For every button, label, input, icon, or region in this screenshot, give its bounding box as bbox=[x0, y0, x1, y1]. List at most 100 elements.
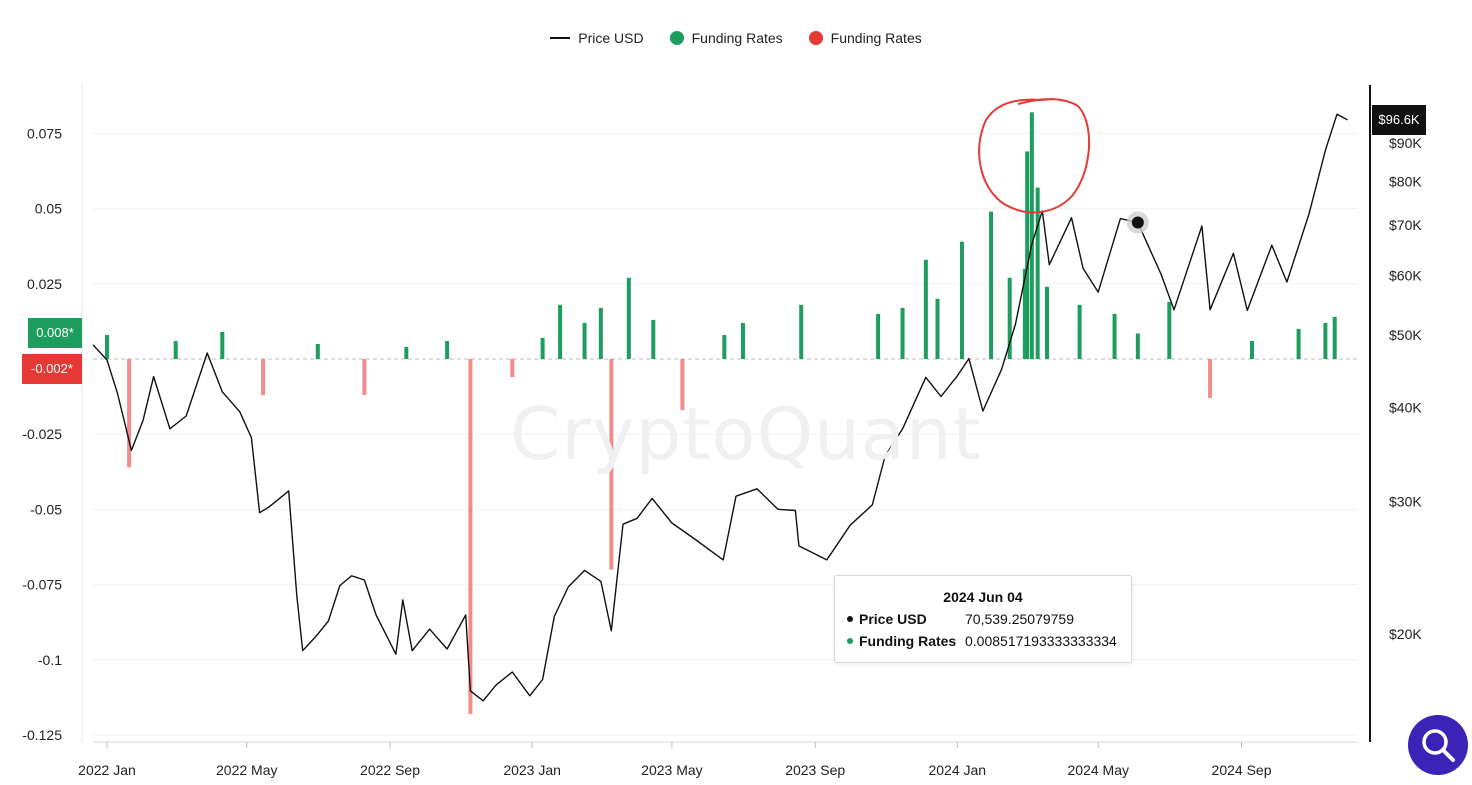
y-right-tick-label: $30K bbox=[1389, 494, 1422, 510]
funding-bar-positive bbox=[1332, 316, 1337, 359]
funding-bar-positive bbox=[1044, 286, 1049, 359]
price-line bbox=[92, 113, 1348, 702]
y-right-tick-label: $20K bbox=[1389, 626, 1422, 642]
funding-bar-positive bbox=[104, 334, 109, 359]
tooltip-price-label: Price USD bbox=[859, 611, 927, 627]
y-right-tick-label: $70K bbox=[1389, 217, 1422, 233]
funding-bar-positive bbox=[1035, 187, 1040, 359]
y-left-tick-label: 0.025 bbox=[27, 276, 62, 292]
legend-funding-negative-label: Funding Rates bbox=[830, 30, 922, 46]
y-right-tick-label: $60K bbox=[1389, 267, 1422, 283]
funding-bar-positive bbox=[445, 340, 450, 359]
price-line-layer bbox=[92, 113, 1348, 702]
funding-bar-positive bbox=[1112, 313, 1117, 359]
green-dot-icon bbox=[669, 31, 684, 45]
y-left-tick-label: -0.025 bbox=[22, 426, 62, 442]
watermark-logo: CryptoQuant bbox=[510, 392, 982, 476]
legend-funding-negative[interactable]: Funding Rates bbox=[808, 30, 922, 46]
annotations bbox=[978, 98, 1149, 234]
funding-bar-negative bbox=[127, 359, 132, 468]
legend-price[interactable]: Price USD bbox=[550, 30, 644, 46]
price-current-badge: $96.6K bbox=[1372, 105, 1426, 135]
funding-bar-negative bbox=[362, 359, 367, 396]
funding-positive-badge: 0.008* bbox=[28, 318, 82, 348]
funding-bar-negative bbox=[680, 359, 685, 411]
funding-bar-positive bbox=[1025, 151, 1030, 359]
search-icon bbox=[1422, 729, 1455, 762]
y-left-tick-label: -0.1 bbox=[38, 652, 62, 668]
y-right-tick-label: $80K bbox=[1389, 173, 1422, 189]
funding-bar-positive bbox=[722, 334, 727, 359]
funding-bar-positive bbox=[315, 343, 320, 359]
search-button[interactable] bbox=[1408, 715, 1468, 775]
funding-bar-positive bbox=[740, 322, 745, 359]
axes: 0.075 0.05 0.025 -0.025 -0.05 -0.075 -0.1 -0.12… bbox=[22, 85, 1422, 778]
funding-bar-positive bbox=[923, 259, 928, 359]
funding-bar-positive bbox=[582, 322, 587, 359]
tooltip-row-funding: Funding Rates 0.008517193333333334 bbox=[847, 633, 1131, 649]
x-tick-label: 2023 May bbox=[641, 762, 702, 778]
funding-bar-positive bbox=[173, 340, 178, 359]
y-left-tick-label: 0.075 bbox=[27, 125, 62, 141]
x-tick-label: 2023 Jan bbox=[503, 762, 561, 778]
chart-legend: Price USD Funding Rates Funding Rates bbox=[0, 30, 1472, 46]
funding-bar-positive bbox=[220, 331, 225, 359]
funding-bar-positive bbox=[900, 307, 905, 359]
hover-point-marker bbox=[1131, 216, 1144, 229]
legend-funding-positive-label: Funding Rates bbox=[691, 30, 783, 46]
y-right-tick-label: $40K bbox=[1389, 400, 1422, 416]
funding-bar-positive bbox=[540, 337, 545, 359]
funding-bar-positive bbox=[558, 304, 563, 359]
y-left-tick-label: -0.05 bbox=[30, 501, 62, 517]
tooltip-funding-label: Funding Rates bbox=[859, 633, 957, 649]
red-circle-annotation bbox=[978, 98, 1091, 214]
x-tick-label: 2022 Sep bbox=[360, 762, 420, 778]
funding-bar-positive bbox=[1029, 112, 1034, 360]
funding-bar-positive bbox=[1167, 301, 1172, 359]
chart-tooltip: 2024 Jun 04 Price USD 70,539.25079759 Fu… bbox=[834, 575, 1132, 663]
x-tick-label: 2023 Sep bbox=[785, 762, 845, 778]
y-left-tick-label: -0.125 bbox=[22, 727, 62, 743]
y-right-tick-label: $50K bbox=[1389, 327, 1422, 343]
x-tick-label: 2024 May bbox=[1068, 762, 1129, 778]
funding-bar-positive bbox=[959, 241, 964, 359]
funding-bar-positive bbox=[799, 304, 804, 359]
funding-bar-positive bbox=[598, 307, 603, 359]
funding-bar-positive bbox=[1007, 277, 1012, 359]
tooltip-row-price: Price USD 70,539.25079759 bbox=[847, 611, 1131, 627]
black-dot-icon bbox=[847, 616, 853, 622]
funding-bars bbox=[104, 112, 1337, 714]
x-tick-label: 2024 Jan bbox=[928, 762, 986, 778]
funding-bar-positive bbox=[626, 277, 631, 359]
funding-bar-negative bbox=[468, 359, 473, 714]
y-left-tick-label: -0.075 bbox=[22, 577, 62, 593]
funding-bar-positive bbox=[1323, 322, 1328, 359]
funding-bar-positive bbox=[651, 319, 656, 359]
tooltip-date: 2024 Jun 04 bbox=[943, 589, 1023, 605]
funding-bar-negative bbox=[261, 359, 266, 396]
funding-bar-positive bbox=[876, 313, 881, 359]
funding-bar-positive bbox=[1135, 333, 1140, 359]
funding-bar-positive bbox=[1022, 268, 1027, 359]
funding-bar-positive bbox=[404, 346, 409, 359]
legend-funding-positive[interactable]: Funding Rates bbox=[669, 30, 783, 46]
funding-bar-positive bbox=[1250, 340, 1255, 359]
funding-bar-positive bbox=[989, 211, 994, 359]
x-tick-label: 2024 Sep bbox=[1212, 762, 1272, 778]
x-tick-label: 2022 Jan bbox=[78, 762, 136, 778]
funding-bar-negative bbox=[1208, 359, 1213, 399]
funding-bar-positive bbox=[935, 298, 940, 359]
y-left-tick-label: 0.05 bbox=[35, 201, 62, 217]
funding-bar-negative bbox=[609, 359, 614, 570]
legend-price-label: Price USD bbox=[578, 30, 644, 46]
red-dot-icon bbox=[808, 31, 823, 45]
green-dot-icon bbox=[847, 638, 853, 644]
funding-bar-positive bbox=[1077, 304, 1082, 359]
grid-lines bbox=[93, 132, 1360, 736]
funding-negative-badge: -0.002* bbox=[22, 354, 82, 384]
tooltip-price-value: 70,539.25079759 bbox=[965, 611, 1074, 627]
tooltip-funding-value: 0.008517193333333334 bbox=[965, 633, 1117, 649]
x-tick-label: 2022 May bbox=[216, 762, 277, 778]
funding-bar-negative bbox=[510, 359, 515, 378]
